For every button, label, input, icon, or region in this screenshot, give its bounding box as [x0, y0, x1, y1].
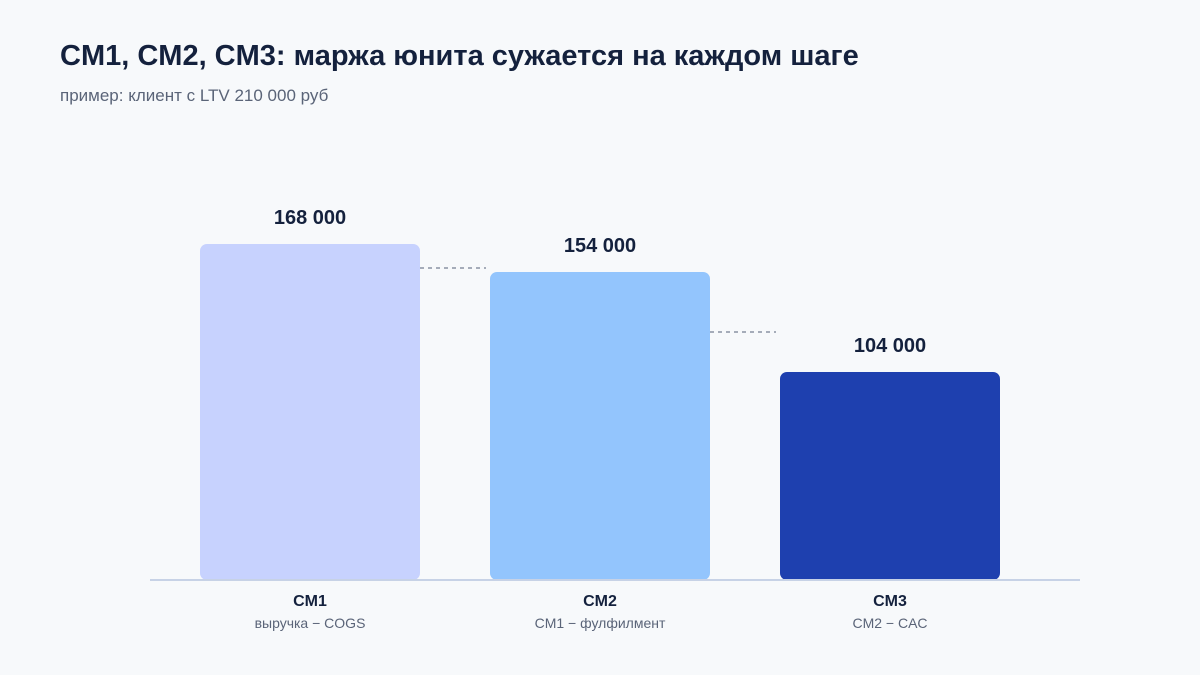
category-description-cm2: CM1 − фулфилмент: [535, 615, 666, 631]
chart-title: CM1, CM2, CM3: маржа юнита сужается на к…: [60, 40, 859, 72]
bar-cm2: [490, 272, 710, 580]
category-label-cm3: CM3: [873, 593, 907, 610]
category-label-cm2: CM2: [583, 593, 617, 610]
value-label-cm1: 168 000: [274, 207, 346, 229]
value-label-cm2: 154 000: [564, 235, 636, 257]
bar-cm1: [200, 244, 420, 580]
bar-cm3: [780, 372, 1000, 580]
value-label-cm3: 104 000: [854, 335, 926, 357]
category-label-cm1: CM1: [293, 593, 327, 610]
category-description-cm3: CM2 − CAC: [852, 615, 927, 631]
category-description-cm1: выручка − COGS: [255, 615, 366, 631]
chart-subtitle: пример: клиент с LTV 210 000 руб: [60, 86, 329, 105]
